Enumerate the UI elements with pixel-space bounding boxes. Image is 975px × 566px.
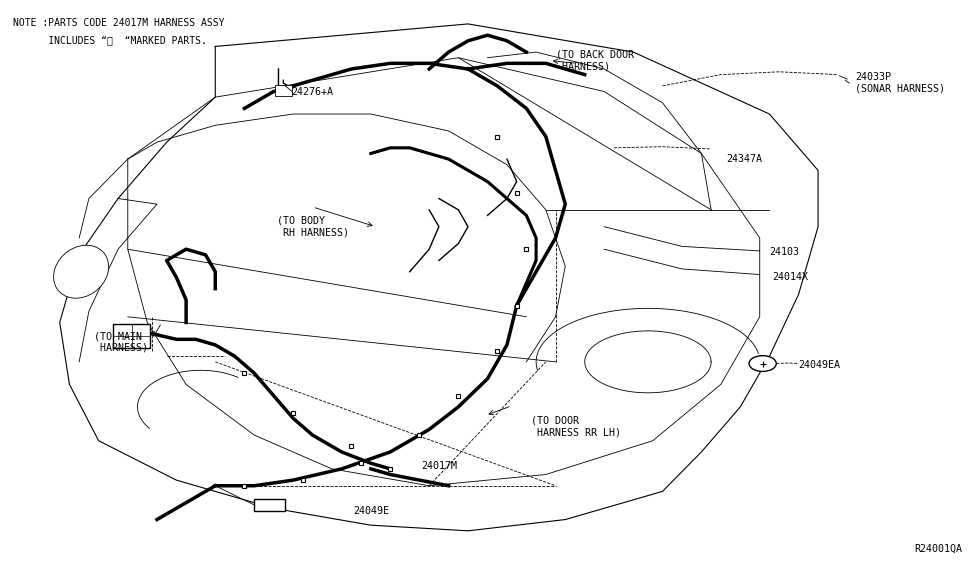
Text: 24103: 24103	[769, 247, 799, 257]
FancyBboxPatch shape	[275, 85, 292, 96]
FancyBboxPatch shape	[113, 324, 150, 348]
FancyBboxPatch shape	[254, 499, 286, 511]
Text: (TO BACK DOOR
 HARNESS): (TO BACK DOOR HARNESS)	[556, 50, 634, 71]
Text: 24017M: 24017M	[421, 461, 457, 471]
Circle shape	[749, 355, 776, 371]
Text: 24033P
(SONAR HARNESS): 24033P (SONAR HARNESS)	[855, 72, 945, 94]
Text: 24347A: 24347A	[726, 154, 762, 164]
Text: 24276+A: 24276+A	[292, 87, 333, 97]
Text: INCLUDES “※  “MARKED PARTS.: INCLUDES “※ “MARKED PARTS.	[13, 35, 207, 45]
Ellipse shape	[54, 245, 108, 298]
Text: NOTE :PARTS CODE 24017M HARNESS ASSY: NOTE :PARTS CODE 24017M HARNESS ASSY	[13, 18, 224, 28]
Text: 24049E: 24049E	[353, 506, 389, 516]
Text: 24049EA: 24049EA	[799, 359, 840, 370]
Text: (TO MAIN
 HARNESS): (TO MAIN HARNESS)	[94, 331, 148, 353]
Text: R24001QA: R24001QA	[914, 543, 962, 554]
Text: 24014X: 24014X	[772, 272, 808, 282]
Text: (TO BODY
 RH HARNESS): (TO BODY RH HARNESS)	[277, 216, 348, 238]
Text: (TO DOOR
 HARNESS RR LH): (TO DOOR HARNESS RR LH)	[531, 416, 621, 438]
